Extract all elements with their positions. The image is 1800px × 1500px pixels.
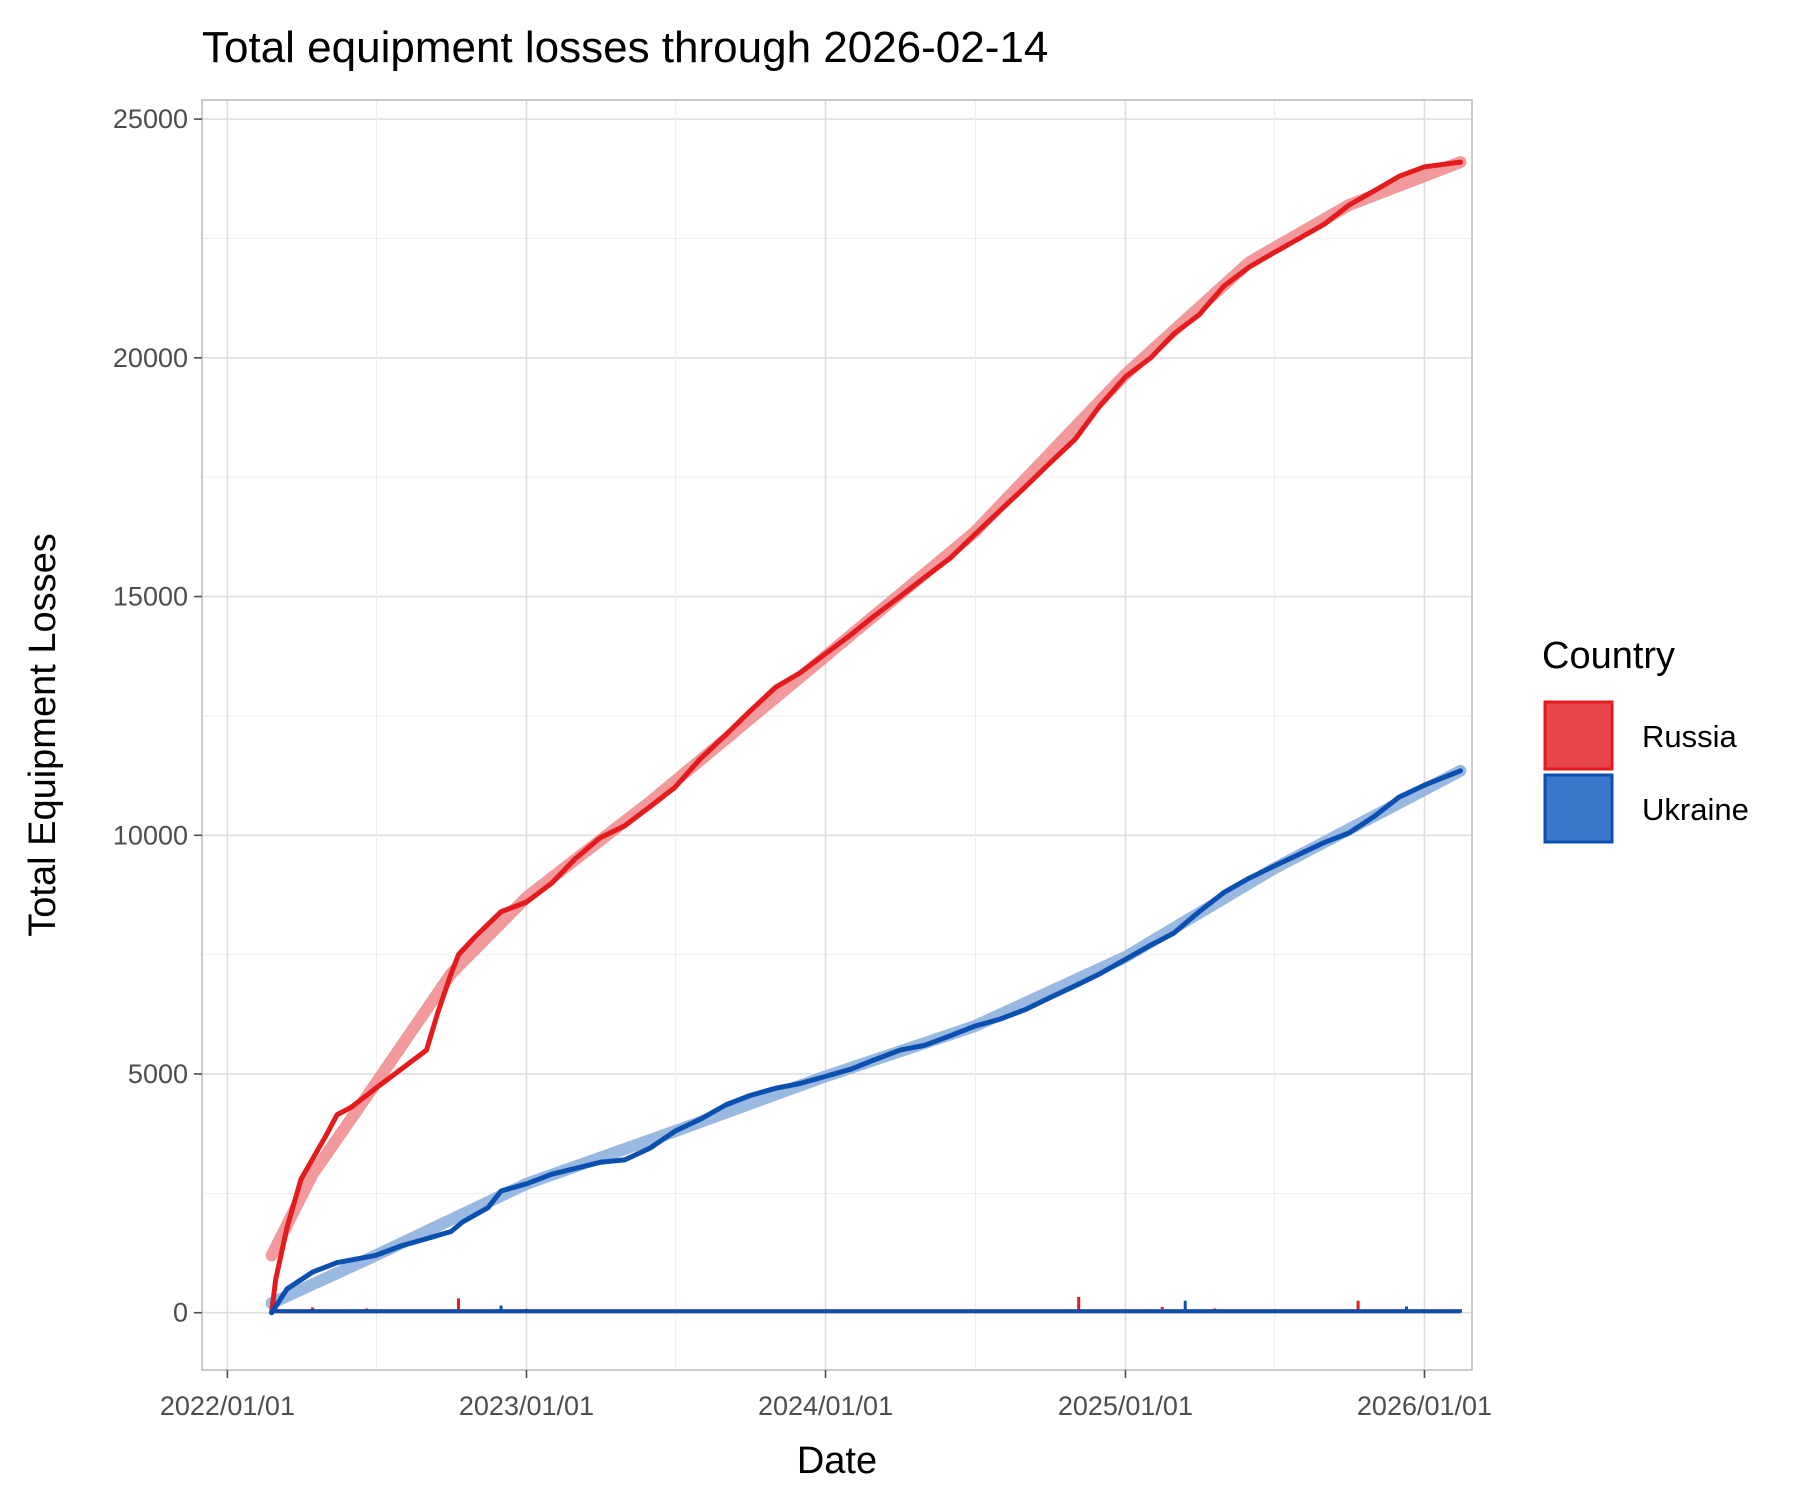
legend: Country Russia Ukraine xyxy=(1542,635,1749,844)
y-tick-label: 20000 xyxy=(113,343,188,373)
panel-border xyxy=(201,99,1473,1371)
plot-panel xyxy=(201,99,1473,1371)
y-tick-label: 25000 xyxy=(113,104,188,134)
legend-key-ukraine xyxy=(1543,773,1614,844)
trend-russia xyxy=(265,156,1467,1262)
chart-title: Total equipment losses through 2026-02-1… xyxy=(202,23,1048,72)
y-axis-title: Total Equipment Losses xyxy=(22,533,64,936)
y-tick-label: 10000 xyxy=(113,820,188,850)
legend-items: Russia Ukraine xyxy=(1543,700,1749,844)
legend-label-ukraine: Ukraine xyxy=(1642,792,1749,827)
legend-title: Country xyxy=(1542,635,1675,677)
y-tick-label: 15000 xyxy=(113,582,188,612)
trend-ukraine xyxy=(265,764,1467,1310)
legend-label-russia: Russia xyxy=(1642,719,1738,754)
x-axis-title: Date xyxy=(797,1440,877,1482)
y-tick-label: 5000 xyxy=(128,1059,188,1089)
x-tick-label: 2023/01/01 xyxy=(459,1391,594,1421)
x-tick-label: 2024/01/01 xyxy=(758,1391,893,1421)
data-layer xyxy=(265,156,1467,1316)
x-axis: 2022/01/01 2023/01/01 2024/01/01 2025/01/01… xyxy=(160,1370,1492,1421)
grid xyxy=(202,100,1472,1370)
legend-key-russia xyxy=(1543,700,1614,771)
x-tick-label: 2025/01/01 xyxy=(1058,1391,1193,1421)
y-tick-label: 0 xyxy=(173,1298,188,1328)
series-line-russia xyxy=(269,159,1463,1316)
x-tick-label: 2026/01/01 xyxy=(1357,1391,1492,1421)
series-line-ukraine xyxy=(269,768,1463,1316)
y-axis: 0 5000 10000 15000 20000 25000 xyxy=(113,104,202,1328)
x-tick-label: 2022/01/01 xyxy=(160,1391,295,1421)
